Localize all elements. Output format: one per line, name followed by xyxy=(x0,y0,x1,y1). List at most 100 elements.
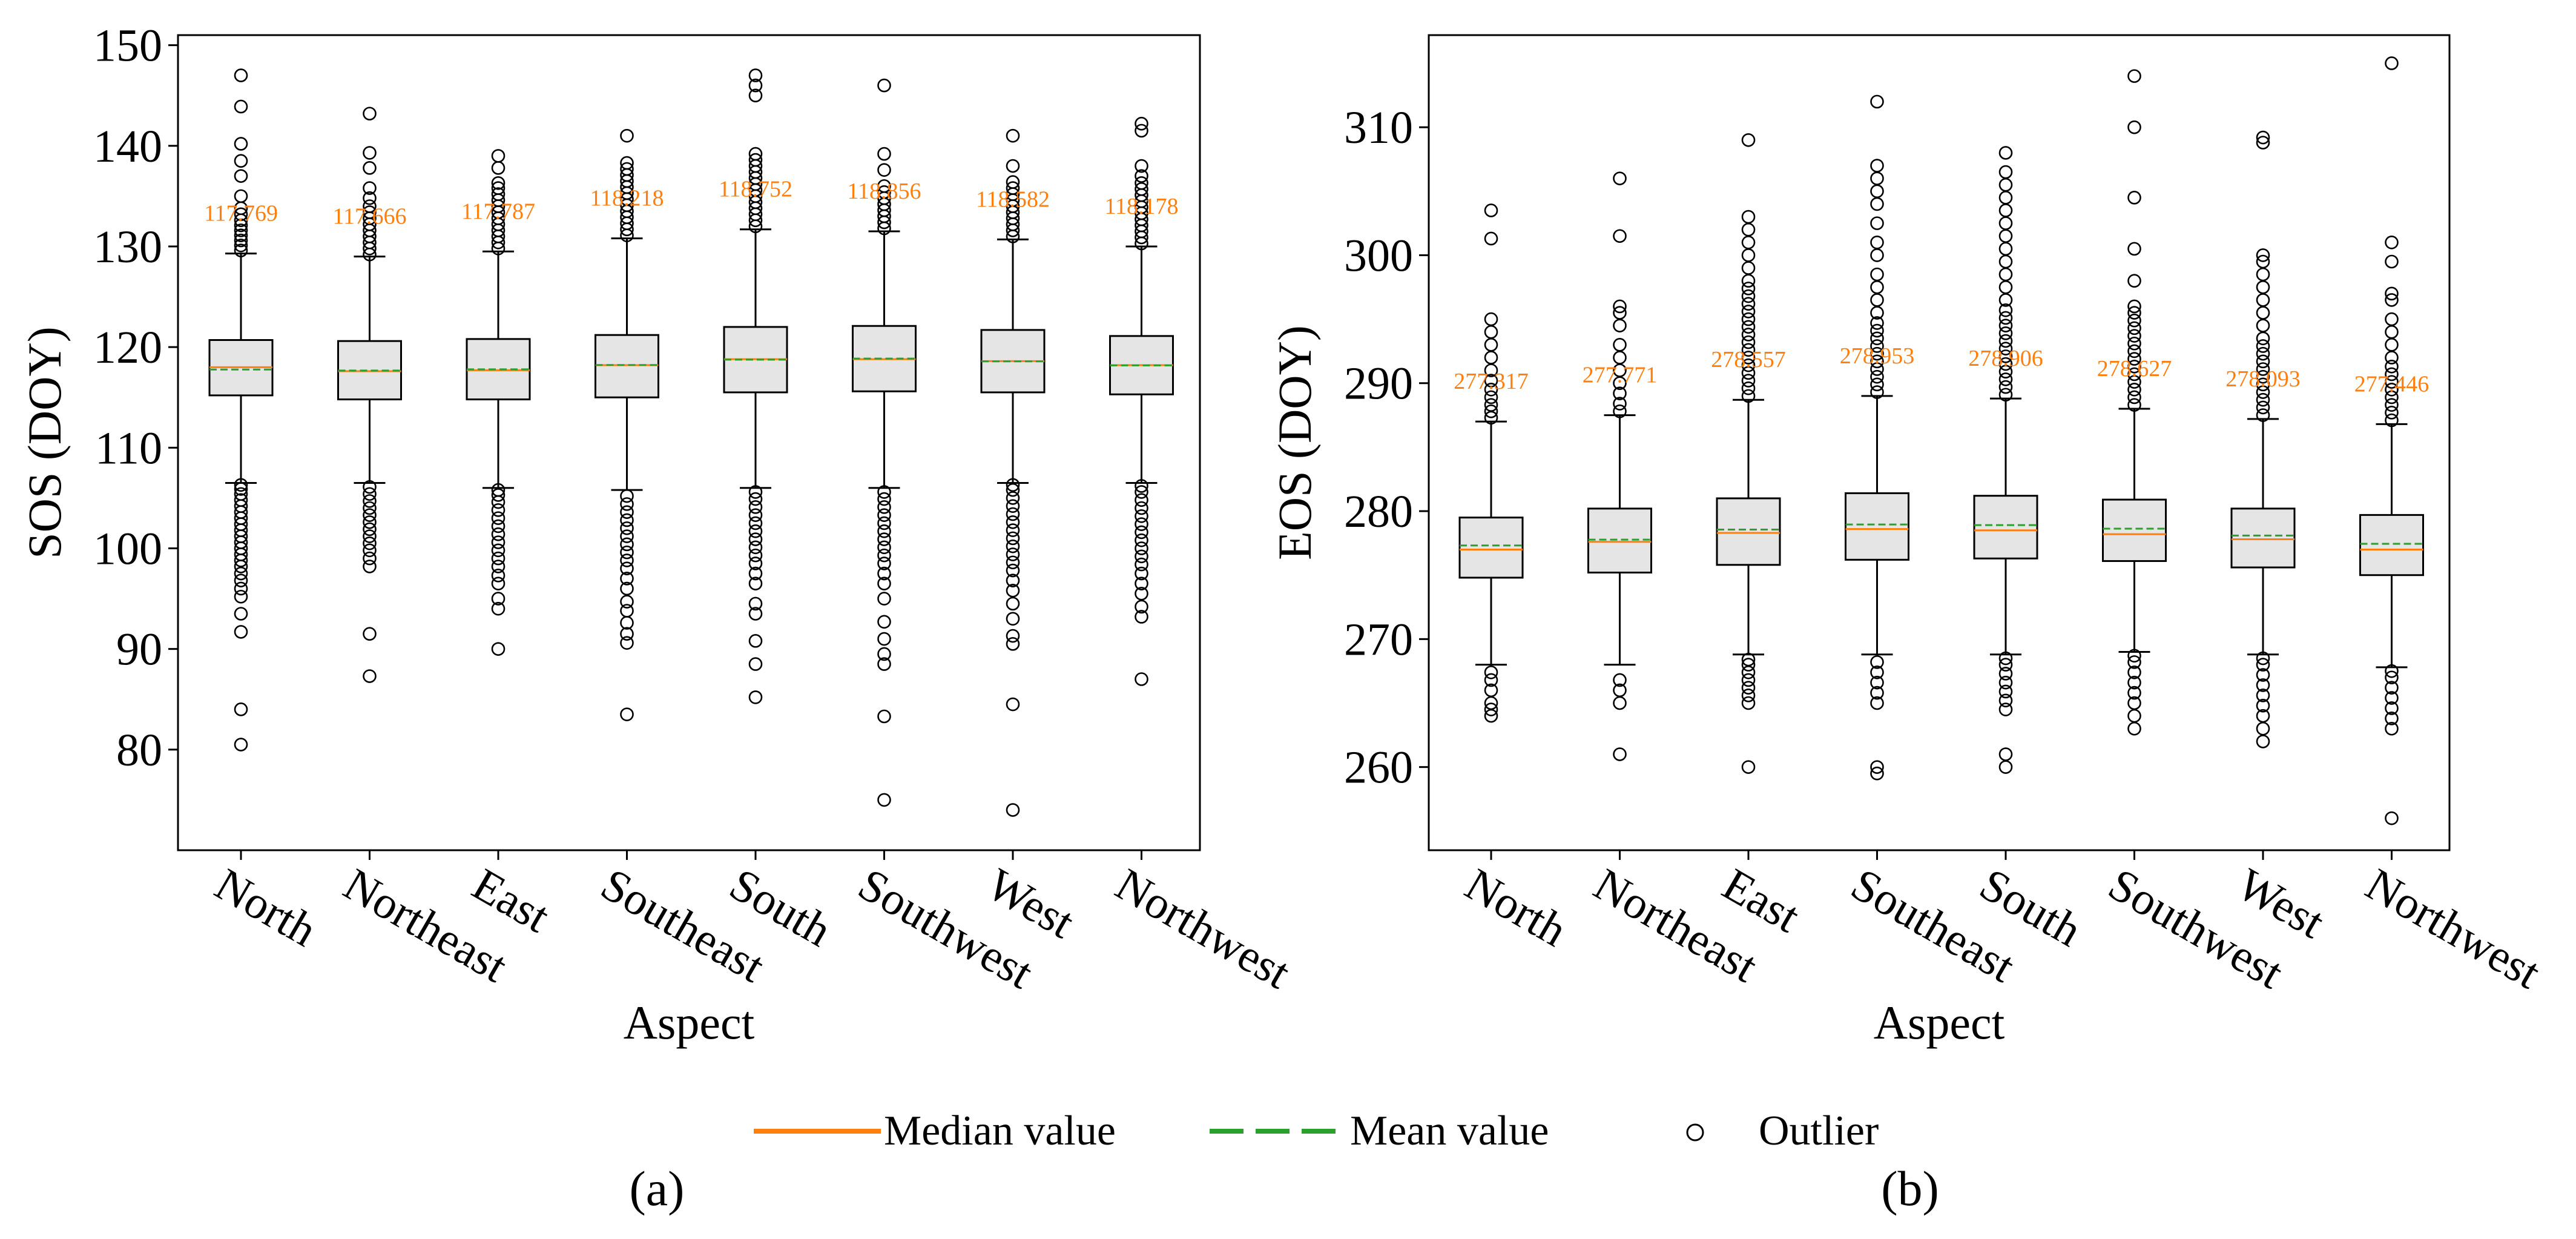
panel-b-outlier-point xyxy=(1998,349,2013,363)
panel-a-outlier-point xyxy=(877,577,891,590)
legend: Median value Mean value Outlier xyxy=(754,1108,1879,1154)
panel-b-outlier-point xyxy=(1613,404,1627,418)
panel-b-outlier-point xyxy=(1741,358,1756,372)
panel-a-outlier-point xyxy=(363,181,377,195)
panel-b-outlier-point xyxy=(1484,231,1498,246)
panel-b-outlier-point xyxy=(2385,691,2399,705)
panel-b-outlier-point xyxy=(1613,397,1627,411)
panel-a-outlier-point xyxy=(620,636,634,650)
panel-b-outlier-point xyxy=(2385,398,2399,412)
panel-b-outlier-point xyxy=(2385,712,2399,725)
panel-b-outlier-point xyxy=(1998,165,2013,179)
panel-a-outlier-point xyxy=(1006,175,1020,189)
panel-a-y-tick-label: 150 xyxy=(93,21,162,71)
panel-a-outlier-point xyxy=(491,551,506,566)
panel-b-outlier-point xyxy=(1998,380,2013,394)
panel-a-outlier-point xyxy=(491,560,506,573)
panel-b-outlier-point xyxy=(2385,681,2399,695)
panel-b-outlier-point xyxy=(1998,747,2013,761)
panel-b-outlier-point xyxy=(2127,191,2141,205)
panel-b-outlier-point xyxy=(2127,352,2141,366)
panel-a-outlier-point xyxy=(620,537,634,552)
panel-a-outlier-point xyxy=(1006,523,1020,537)
panel-a-outlier-point xyxy=(877,163,891,177)
panel-b-outlier-point xyxy=(1998,372,2013,386)
panel-b-outlier-point xyxy=(2385,701,2399,715)
panel-a-outlier-point xyxy=(234,228,248,242)
panel-a-outlier-point xyxy=(748,485,763,499)
panel-a-outlier-point xyxy=(363,487,377,501)
panel-a-y-tick-label: 130 xyxy=(93,222,162,273)
panel-b-outlier-point xyxy=(2127,375,2141,389)
panel-a-outlier-point xyxy=(491,187,506,201)
panel-a-outlier-point xyxy=(234,581,248,596)
panel-a-outlier-point xyxy=(1006,583,1020,598)
panel-b-box xyxy=(1973,495,2038,560)
panel-b-outlier-point xyxy=(1998,675,2013,690)
panel-b-box xyxy=(2102,498,2167,562)
panel-b-outlier-point xyxy=(2256,709,2270,723)
panel-b-outlier-point xyxy=(1741,689,1756,702)
panel-a-outlier-point xyxy=(620,497,634,511)
panel-a-outlier-point xyxy=(1135,525,1148,540)
panel-b-outlier-point xyxy=(2385,254,2399,269)
panel-b-outlier-point xyxy=(2256,698,2270,713)
panel-b-outlier-point xyxy=(1870,354,1884,369)
panel-a-outlier-point xyxy=(1006,629,1020,643)
panel-b-outlier-point xyxy=(2127,383,2141,397)
panel-b-outlier-point xyxy=(2127,306,2141,320)
panel-b-outlier-point xyxy=(2385,811,2399,825)
panel-a-outlier-point xyxy=(1006,491,1020,505)
panel-b-outlier-point xyxy=(1870,159,1884,173)
panel-b-mean-value-label: 278.906 xyxy=(1968,346,2043,371)
panel-b-outlier-point xyxy=(1870,665,1884,679)
panel-b-outlier-point xyxy=(1998,319,2013,332)
panel-b-outlier-point xyxy=(1870,675,1884,690)
panel-b-outlier-point xyxy=(1870,316,1884,330)
panel-b-outlier-point xyxy=(1998,658,2013,672)
panel-b-outlier-point xyxy=(1741,681,1756,695)
panel-a-outlier-point xyxy=(1135,541,1148,555)
panel-a-outlier-point xyxy=(877,566,891,581)
panel-b-outlier-point xyxy=(2256,254,2270,269)
panel-b-outlier-point xyxy=(1613,386,1627,400)
panel-a-outlier-point xyxy=(1135,501,1148,515)
panel-b-mean-value-label: 277.771 xyxy=(1583,363,1658,388)
panel-a-outlier-point xyxy=(1135,566,1148,581)
panel-b-y-tick-label: 270 xyxy=(1344,614,1413,665)
panel-b-outlier-point xyxy=(1484,390,1498,405)
panel-a-outlier-point xyxy=(234,189,248,203)
panel-b-outlier-point xyxy=(2256,248,2270,262)
panel-b-box xyxy=(2230,507,2296,569)
panel-a-outlier-point xyxy=(234,566,248,581)
panel-a-outlier-point xyxy=(1135,159,1148,173)
panel-a-outlier-point xyxy=(1135,479,1148,493)
panel-b-outlier-point xyxy=(1613,338,1627,352)
panel-a-plot-frame xyxy=(177,34,1201,851)
panel-a-outlier-point xyxy=(748,524,763,538)
panel-a-outlier-point xyxy=(491,488,506,502)
panel-a-outlier-point xyxy=(877,657,891,671)
panel-a-outlier-point xyxy=(748,577,763,590)
panel-b-outlier-point xyxy=(1741,297,1756,311)
panel-b-outlier-point xyxy=(2385,367,2399,382)
panel-a-outlier-point xyxy=(363,560,377,573)
panel-b-outlier-point xyxy=(1741,652,1756,667)
panel-b-outlier-point xyxy=(1870,385,1884,399)
panel-b-box xyxy=(1716,497,1781,566)
panel-a-outlier-point xyxy=(1006,159,1020,173)
panel-a-outlier-point xyxy=(620,572,634,586)
panel-a-mean-value-label: 118.218 xyxy=(590,186,664,211)
panel-a-outlier-point xyxy=(877,632,891,646)
panel-a-outlier-point xyxy=(1135,509,1148,523)
panel-a-outlier-point xyxy=(491,535,506,549)
panel-a-outlier-point xyxy=(620,156,634,170)
panel-b-outlier-point xyxy=(1870,339,1884,353)
panel-a-outlier-point xyxy=(877,147,891,161)
panel-b-outlier-point xyxy=(1741,210,1756,224)
panel-a-outlier-point xyxy=(491,527,506,541)
panel-a-outlier-point xyxy=(877,508,891,522)
panel-a-outlier-point xyxy=(748,566,763,581)
panel-a-y-tick-label: 120 xyxy=(93,322,162,373)
panel-b-outlier-point xyxy=(2127,696,2141,710)
